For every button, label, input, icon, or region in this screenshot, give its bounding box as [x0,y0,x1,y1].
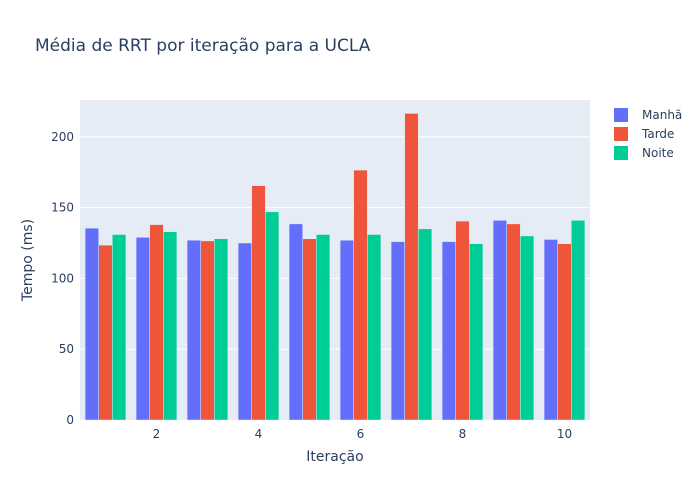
y-tick-label: 100 [51,271,74,285]
y-tick-label: 150 [51,201,74,215]
y-tick-label: 50 [59,342,74,356]
bar-3-7 [418,228,433,421]
bar-2-10 [557,243,572,421]
x-axis-label: Iteração [306,449,363,465]
x-tick-label: 2 [153,427,161,441]
bar-3-5 [316,234,331,421]
bar-1-5 [288,223,303,421]
bar-3-8 [469,243,484,421]
bars [84,113,586,421]
bar-2-8 [455,220,470,421]
bar-3-9 [520,235,535,421]
x-axis-ticks: 2 4 6 8 10 [153,427,572,441]
bar-2-7 [404,113,419,421]
bar-1-2 [135,237,150,421]
x-tick-label: 4 [255,427,263,441]
bar-1-4 [237,242,252,421]
bar-1-9 [492,220,507,421]
x-tick-label: 6 [357,427,365,441]
legend-swatch [614,127,628,141]
legend-label: Manhã [642,108,682,122]
bar-3-10 [571,220,586,421]
bar-2-4 [251,185,266,421]
y-tick-label: 0 [66,413,74,427]
bar-2-2 [149,224,164,421]
chart-title: Média de RRT por iteração para a UCLA [35,36,371,56]
bar-3-3 [214,238,229,421]
legend-label: Noite [642,146,674,160]
bar-1-6 [339,239,354,421]
bar-3-4 [265,211,280,421]
y-axis-label: Tempo (ms) [20,219,36,302]
legend-swatch [614,108,628,122]
bar-1-7 [390,241,405,421]
bar-1-3 [186,239,201,421]
bar-2-1 [98,244,113,421]
bar-1-10 [543,239,558,421]
bar-3-2 [163,231,178,421]
bar-2-5 [302,238,317,421]
legend: Manhã Tarde Noite [614,108,682,160]
y-tick-label: 200 [51,130,74,144]
legend-swatch [614,146,628,160]
bar-3-6 [367,234,382,421]
bar-2-3 [200,240,215,421]
legend-label: Tarde [641,127,674,141]
bar-2-6 [353,169,368,421]
bar-1-8 [441,241,456,421]
x-tick-label: 8 [459,427,467,441]
bar-1-1 [84,227,99,421]
bar-3-1 [112,234,127,421]
bar-2-9 [506,223,521,421]
x-tick-label: 10 [557,427,572,441]
y-axis-ticks: 0 50 100 150 200 [51,130,74,427]
